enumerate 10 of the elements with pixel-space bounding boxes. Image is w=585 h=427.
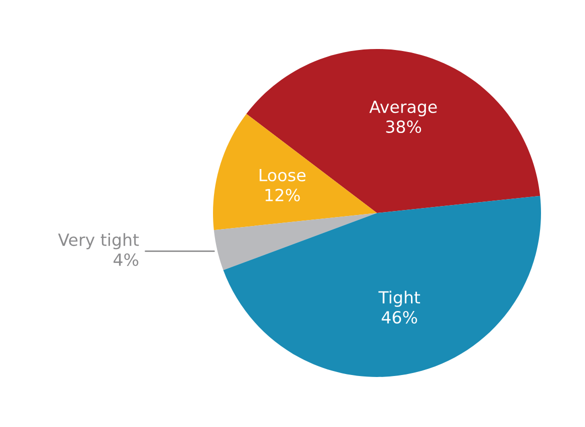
data-label: 12% (266, 188, 300, 202)
data-label: 4% (114, 253, 138, 266)
data-label: 46% (382, 310, 418, 324)
pie-slice (214, 213, 377, 270)
slice-label: Loose (260, 169, 306, 182)
slice-label: Tight (378, 290, 420, 307)
slice-label: Very tight (58, 233, 139, 250)
slice-label: Average (369, 100, 437, 116)
pie-slice (246, 49, 540, 213)
data-label: 38% (386, 120, 422, 134)
